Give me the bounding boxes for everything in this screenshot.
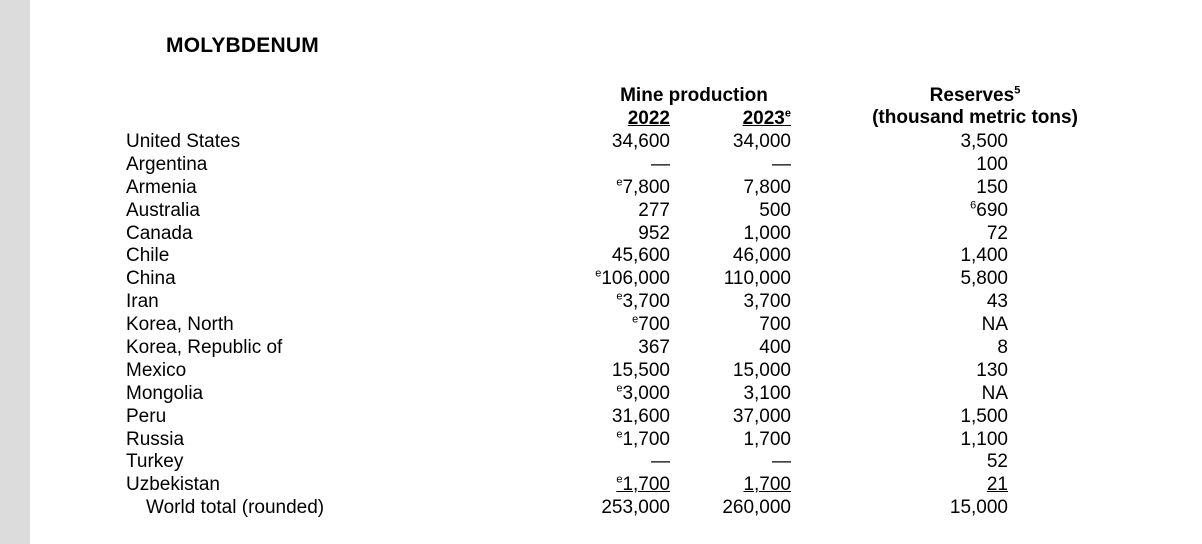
production-2022: 31,600	[611, 405, 670, 427]
production-2023: 500	[759, 199, 791, 221]
country-name: Argentina	[126, 153, 208, 175]
country-name: Iran	[126, 291, 159, 313]
table-row: Chile 45,600 46,000 1,400	[30, 245, 1202, 268]
reserves-value: 43	[986, 291, 1008, 313]
country-name: United States	[126, 131, 241, 152]
production-2023: 1,700	[743, 428, 791, 450]
country-name: Uzbekistan	[126, 474, 220, 496]
table-row: Australia 277 500 6690	[30, 200, 1202, 223]
table-row: Armenia e7,800 7,800 150	[30, 177, 1202, 200]
production-2023: 3,100	[743, 382, 791, 404]
estimate-footnote-mark: e	[784, 107, 791, 120]
production-2022: 367	[638, 337, 670, 359]
country-name: Australia	[126, 199, 200, 221]
production-2023: 46,000	[732, 245, 791, 267]
table-row: Peru 31,600 37,000 1,500	[30, 406, 1202, 429]
country-name: Korea, Republic of	[126, 337, 283, 359]
production-2023: 7,800	[743, 176, 791, 198]
country-name: World total (rounded)	[146, 497, 325, 519]
reserves-value: 100	[976, 153, 1008, 175]
country-name: Chile	[126, 245, 170, 267]
reserves-value: 21	[986, 474, 1008, 496]
country-name: Armenia	[126, 176, 197, 198]
country-name: Peru	[126, 405, 167, 427]
reserves-value: 15,000	[949, 497, 1008, 519]
production-2023: 1,700	[743, 474, 791, 496]
reserves-value: NA	[981, 314, 1008, 336]
production-2022: —	[651, 153, 670, 175]
country-name: Russia	[126, 428, 185, 450]
country-name: Turkey	[126, 451, 184, 473]
production-2022: e1,700	[616, 428, 670, 450]
reserves-value: 1,400	[960, 245, 1008, 267]
reserves-value: NA	[981, 382, 1008, 404]
production-2022: —	[651, 451, 670, 473]
page-title: MOLYBDENUM	[166, 34, 319, 57]
table-row: Iran e3,700 3,700 43	[30, 291, 1202, 314]
reserves-units: (thousand metric tons)	[872, 107, 1078, 128]
reserves-value: 8	[997, 337, 1008, 359]
production-2023: 15,000	[732, 359, 791, 381]
table-row: Turkey — — 52	[30, 451, 1202, 474]
year-2023-header: 2023e	[742, 107, 791, 129]
reserves-value: 5,800	[960, 268, 1008, 290]
year-2022-header: 2022	[627, 108, 670, 129]
production-2022: 34,600	[611, 131, 670, 152]
production-table: United States 34,600 34,000 3,500 Argentina —…	[30, 131, 1202, 520]
table-row: Canada 952 1,000 72	[30, 223, 1202, 246]
country-name: Korea, North	[126, 314, 234, 336]
reserves-value: 1,100	[960, 428, 1008, 450]
production-2022: 15,500	[611, 359, 670, 381]
viewer-side-bar	[0, 0, 30, 544]
table-row: United States 34,600 34,000 3,500	[30, 131, 1202, 154]
reserves-header: Reserves5 (thousand metric tons)	[862, 85, 1088, 129]
production-2022: e3,700	[616, 290, 670, 313]
production-2023: —	[772, 153, 791, 175]
production-2023: 37,000	[732, 405, 791, 427]
reserves-footnote-mark: 5	[1014, 84, 1021, 97]
reserves-value: 72	[986, 222, 1008, 244]
production-2022: 45,600	[611, 245, 670, 267]
table-row: China e106,000 110,000 5,800	[30, 268, 1202, 291]
reserves-value: 150	[976, 176, 1008, 198]
reserves-value: 1,500	[960, 405, 1008, 427]
production-2023: 260,000	[722, 497, 791, 519]
total-row: World total (rounded) 253,000 260,000 15,00…	[30, 497, 1202, 520]
table-row: Korea, North e700 700 NA	[30, 314, 1202, 337]
reserves-value: 52	[986, 451, 1008, 473]
production-2022: 253,000	[601, 497, 670, 519]
production-2022: e1,700	[616, 474, 670, 496]
table-row: Uzbekistan e1,700 1,700 21	[30, 474, 1202, 497]
production-2023: —	[772, 451, 791, 473]
production-2022: 952	[638, 222, 670, 244]
table-row: Mexico 15,500 15,000 130	[30, 360, 1202, 383]
reserves-value: 3,500	[960, 131, 1008, 152]
production-2023: 1,000	[743, 222, 791, 244]
table-row: Mongolia e3,000 3,100 NA	[30, 383, 1202, 406]
production-2023: 400	[759, 337, 791, 359]
production-2023: 110,000	[723, 268, 791, 290]
production-2022: e7,800	[616, 176, 670, 198]
country-name: China	[126, 268, 176, 290]
country-name: Canada	[126, 222, 193, 244]
mine-production-header: Mine production	[620, 85, 768, 106]
reserves-value: 6690	[970, 199, 1008, 221]
document-page: MOLYBDENUM Mine production 2022 2023e Re…	[30, 0, 1202, 544]
production-2022: e106,000	[595, 268, 670, 290]
table-row: Russia e1,700 1,700 1,100	[30, 429, 1202, 452]
production-2023: 700	[759, 314, 791, 336]
production-2022: 277	[638, 199, 670, 221]
country-name: Mexico	[126, 359, 187, 381]
table-row: Korea, Republic of 367 400 8	[30, 337, 1202, 360]
table-row: Argentina — — 100	[30, 154, 1202, 177]
production-2023: 3,700	[743, 291, 791, 313]
reserves-value: 130	[976, 359, 1008, 381]
production-2022: e3,000	[616, 382, 670, 404]
production-2022: e700	[632, 313, 670, 336]
production-2023: 34,000	[732, 131, 791, 152]
country-name: Mongolia	[126, 382, 204, 404]
